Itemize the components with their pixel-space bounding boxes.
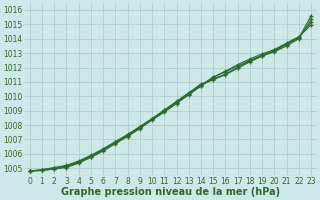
X-axis label: Graphe pression niveau de la mer (hPa): Graphe pression niveau de la mer (hPa) — [61, 187, 280, 197]
